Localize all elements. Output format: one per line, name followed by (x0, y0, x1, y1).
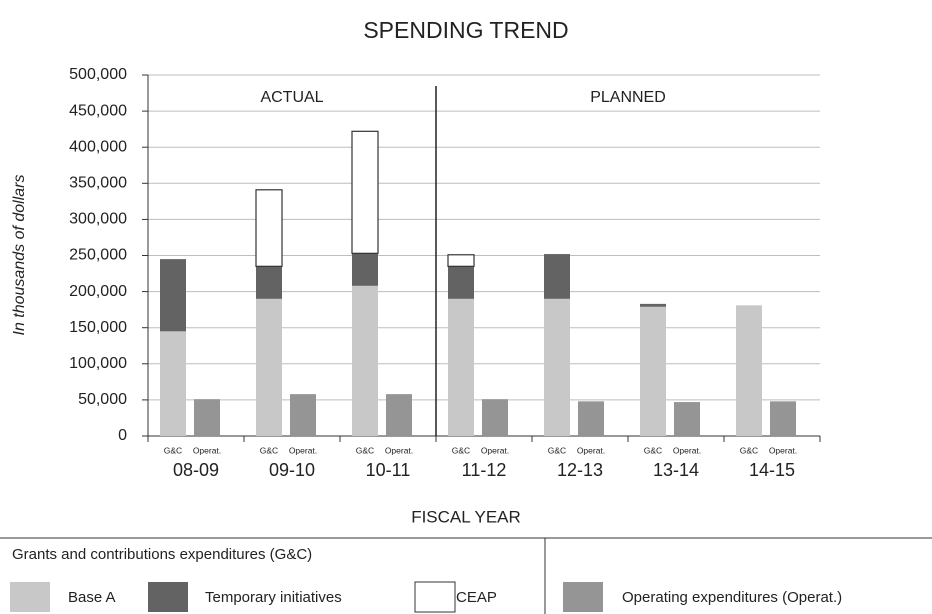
bar-segment (578, 401, 604, 436)
category-label: 12-13 (557, 460, 603, 480)
bar-label: Operat. (673, 445, 701, 455)
category-label: 14-15 (749, 460, 795, 480)
bar-segment (351, 130, 379, 254)
bar-label: G&C (644, 445, 662, 455)
legend-swatch (563, 582, 603, 612)
category-label: 08-09 (173, 460, 219, 480)
bar-segment (736, 305, 762, 436)
bar-segment (160, 259, 186, 332)
bar-segment (640, 303, 666, 307)
y-tick-label: 500,000 (69, 66, 127, 83)
category-label: 10-11 (366, 460, 411, 480)
x-axis-label: FISCAL YEAR (411, 507, 521, 526)
chart-title: SPENDING TREND (363, 17, 568, 43)
category-label: 09-10 (269, 460, 315, 480)
bar-label: Operat. (481, 445, 509, 455)
bar-label: Operat. (289, 445, 317, 455)
bar-segment (160, 331, 186, 436)
bar-label: Operat. (769, 445, 797, 455)
bar-segment (352, 253, 378, 286)
bar-segment (386, 394, 412, 436)
bar-segment (290, 394, 316, 436)
bar-segment (194, 399, 220, 436)
bar-label: Operat. (385, 445, 413, 455)
legend-swatch (414, 581, 456, 613)
legend-title: Grants and contributions expenditures (G… (12, 546, 312, 563)
y-axis-label: In thousands of dollars (11, 175, 28, 336)
y-tick-label: 400,000 (69, 138, 127, 155)
y-tick-label: 350,000 (69, 175, 127, 192)
bar-label: G&C (548, 445, 566, 455)
y-tick-label: 450,000 (69, 102, 127, 119)
bar-segment (544, 298, 570, 436)
legend-label: Temporary initiatives (205, 589, 342, 606)
bar-segment (482, 399, 508, 436)
bar-label: G&C (164, 445, 182, 455)
bar-segment (674, 402, 700, 436)
bar-segment (256, 266, 282, 299)
bar-segment (640, 306, 666, 436)
bar-segment (255, 189, 283, 267)
y-tick-label: 50,000 (78, 391, 127, 408)
category-label: 11-12 (462, 460, 507, 480)
legend-label: Base A (68, 589, 116, 606)
y-tick-label: 250,000 (69, 247, 127, 264)
bar-segment (544, 254, 570, 299)
bar-label: G&C (356, 445, 374, 455)
bar-label: G&C (740, 445, 758, 455)
y-tick-label: 0 (118, 427, 127, 444)
legend-label: Operating expenditures (Operat.) (622, 589, 842, 606)
bar-segment (448, 298, 474, 436)
bar-segment (770, 401, 796, 436)
bar-label: G&C (452, 445, 470, 455)
y-tick-label: 200,000 (69, 283, 127, 300)
bar-segment (447, 254, 475, 267)
bar-label: Operat. (577, 445, 605, 455)
bar-label: G&C (260, 445, 278, 455)
y-tick-label: 300,000 (69, 211, 127, 228)
category-label: 13-14 (653, 460, 699, 480)
y-tick-label: 150,000 (69, 319, 127, 336)
bar-label: Operat. (193, 445, 221, 455)
bar-segment (256, 298, 282, 436)
legend-label: CEAP (456, 589, 497, 606)
legend-swatch (10, 582, 50, 612)
section-label: ACTUAL (260, 89, 323, 106)
y-tick-label: 100,000 (69, 355, 127, 372)
bar-segment (352, 285, 378, 436)
section-label: PLANNED (590, 89, 666, 106)
legend-swatch (148, 582, 188, 612)
bar-segment (448, 266, 474, 299)
